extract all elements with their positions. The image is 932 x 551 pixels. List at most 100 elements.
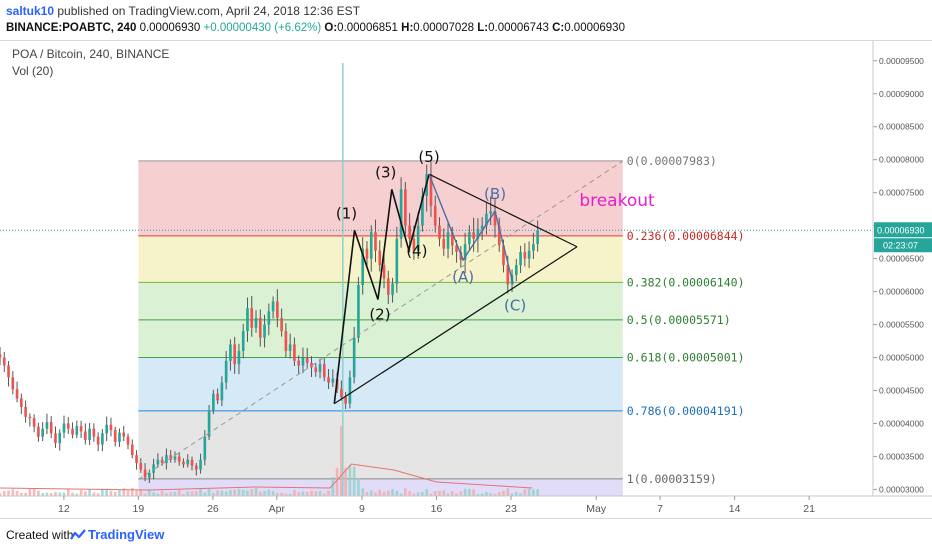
volume-bar — [32, 488, 36, 496]
fib-zone — [138, 357, 623, 411]
candle-body — [536, 230, 539, 245]
candle-body — [310, 362, 313, 368]
volume-bar — [7, 490, 10, 496]
candle-body — [143, 469, 147, 478]
candle-body — [327, 377, 330, 383]
volume-bar — [45, 492, 49, 496]
publish-line: saltuk10 published on TradingView.com, A… — [6, 4, 360, 18]
volume-bar — [165, 493, 168, 496]
volume-bar — [143, 493, 147, 496]
wave-label: (1) — [336, 204, 357, 222]
candle-body — [284, 331, 288, 351]
volume-bar — [412, 493, 416, 496]
volume-bar — [331, 476, 335, 496]
volume-bar — [374, 492, 377, 496]
open-label: O: — [324, 22, 338, 34]
candle-body — [84, 431, 87, 440]
y-tick-label: 0.00009000 — [879, 89, 924, 99]
candle-body — [399, 189, 403, 239]
candle-body — [66, 423, 70, 429]
chart-area[interactable]: 0(0.00007983) 0.236(0.00006844) 0.382(0.00… — [0, 40, 932, 519]
volume-bar — [391, 489, 394, 496]
volume-bar — [357, 478, 360, 496]
volume-bar — [365, 492, 369, 496]
candle-body — [404, 189, 407, 226]
last-price: 0.00006930 — [139, 22, 201, 34]
candle-body — [152, 464, 155, 473]
candle-body — [24, 406, 27, 417]
candle-body — [450, 232, 454, 246]
x-tick-label: 7 — [657, 503, 663, 515]
volume-bar — [425, 489, 429, 496]
volume-bar — [523, 489, 527, 496]
candle-body — [165, 455, 168, 464]
candle-body — [96, 436, 100, 445]
volume-bar — [267, 489, 271, 496]
volume-bar — [20, 493, 23, 496]
volume-bar — [263, 490, 266, 496]
price-change: +0.00000430 (+6.62%) — [203, 22, 322, 34]
candle-body — [489, 211, 493, 214]
candle-body — [369, 232, 373, 259]
candle-body — [75, 426, 79, 435]
candle-body — [523, 252, 527, 259]
candle-body — [49, 422, 53, 434]
wave-label: (2) — [369, 305, 390, 323]
price-tag-value: 0.00006930 — [877, 225, 925, 235]
volume-bar — [258, 491, 262, 496]
volume-bar — [318, 490, 322, 496]
candle-body — [493, 211, 497, 226]
candle-body — [79, 426, 83, 432]
volume-bar — [224, 491, 228, 496]
candle-body — [54, 433, 57, 444]
candle-body — [442, 238, 446, 249]
candle-body — [229, 344, 232, 361]
candle-body — [126, 436, 130, 445]
x-tick-label: May — [586, 503, 607, 515]
candle-body — [344, 397, 347, 404]
volume-bar — [49, 493, 53, 496]
open-value: 0.00006851 — [337, 22, 398, 34]
x-tick-label: 16 — [431, 503, 443, 515]
candle-body — [348, 377, 352, 404]
author-link[interactable]: saltuk10 — [6, 4, 55, 18]
candle-body — [220, 382, 224, 401]
candle-body — [11, 377, 15, 390]
footer: Created with TradingView — [0, 518, 932, 551]
candle-body — [237, 350, 241, 365]
candle-body — [2, 357, 6, 366]
x-tick-label: 26 — [207, 503, 219, 515]
volume-bar — [276, 493, 279, 496]
candle-body — [331, 378, 335, 383]
fib-zone — [138, 160, 623, 236]
volume-bar — [305, 491, 309, 496]
volume-bar — [190, 491, 194, 496]
volume-bar — [216, 490, 219, 496]
volume-bar — [506, 488, 510, 496]
candle-body — [514, 265, 518, 276]
volume-bar — [297, 492, 301, 496]
volume-bar — [28, 488, 32, 496]
candle-body — [216, 393, 219, 401]
volume-bar — [442, 490, 446, 496]
volume-bar — [233, 489, 237, 496]
candle-body — [101, 433, 104, 445]
price-chart[interactable]: 0(0.00007983) 0.236(0.00006844) 0.382(0.00… — [0, 41, 932, 519]
volume-bar — [327, 490, 330, 496]
candle-body — [203, 436, 207, 460]
candle-body — [455, 245, 458, 253]
volume-bar — [463, 488, 467, 496]
volume-bar — [416, 492, 420, 496]
volume-bar — [352, 466, 356, 496]
candle-body — [280, 317, 283, 332]
volume-bar — [254, 488, 258, 496]
tradingview-link[interactable]: TradingView — [88, 527, 165, 542]
candle-body — [421, 195, 424, 226]
fib-level-label: 0.786(0.00004191) — [627, 404, 745, 418]
candle-body — [45, 422, 49, 429]
volume-bar — [284, 493, 288, 496]
candle-body — [271, 301, 275, 312]
low-label: L: — [477, 22, 489, 34]
candle-body — [58, 432, 62, 444]
candle-body — [139, 463, 143, 470]
